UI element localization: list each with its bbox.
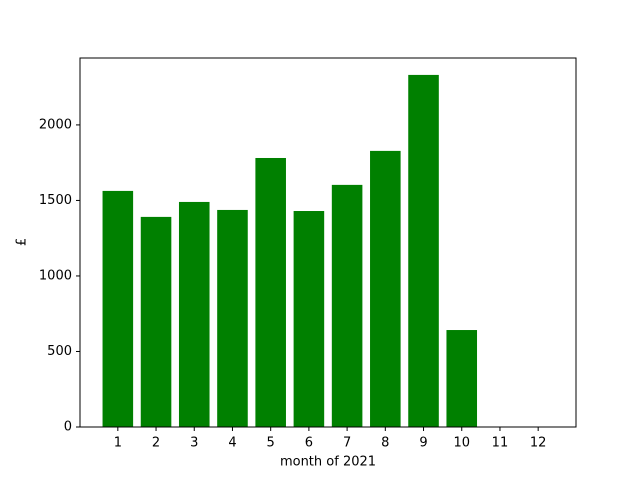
- x-tick-label: 6: [305, 436, 313, 451]
- bar: [140, 216, 172, 427]
- y-tick-label: 0: [64, 420, 72, 435]
- y-tick-label: 1500: [39, 193, 72, 208]
- bar: [102, 190, 134, 427]
- x-tick-label: 5: [267, 436, 275, 451]
- x-tick-label: 1: [114, 436, 122, 451]
- x-tick-label: 12: [530, 436, 547, 451]
- x-tick-label: 11: [492, 436, 509, 451]
- y-tick-label: 2000: [39, 117, 72, 132]
- x-tick-label: 9: [419, 436, 427, 451]
- x-tick-label: 10: [453, 436, 470, 451]
- bar: [178, 201, 210, 427]
- bar: [370, 150, 401, 427]
- bar: [408, 74, 439, 428]
- bar: [331, 184, 363, 427]
- y-tick-label: 500: [47, 344, 72, 359]
- bar: [217, 209, 248, 427]
- y-tick-label: 1000: [39, 268, 72, 283]
- bar: [293, 211, 325, 427]
- bar: [255, 157, 286, 427]
- x-tick-label: 8: [381, 436, 389, 451]
- x-tick-label: 7: [343, 436, 351, 451]
- x-tick-label: 3: [190, 436, 198, 451]
- bar: [446, 330, 478, 427]
- x-tick-label: 4: [228, 436, 236, 451]
- x-tick-label: 2: [152, 436, 160, 451]
- y-axis-label: £: [15, 238, 30, 246]
- plot-frame: [79, 57, 577, 428]
- x-axis-label: month of 2021: [280, 455, 376, 470]
